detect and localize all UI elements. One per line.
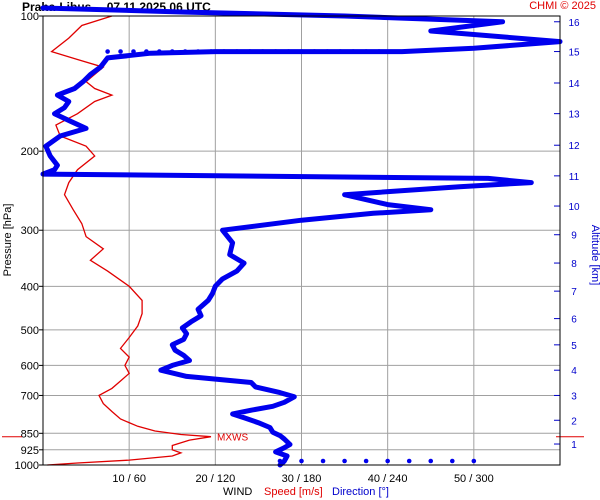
direction-point bbox=[273, 49, 278, 54]
direction-point bbox=[342, 458, 347, 464]
direction-point bbox=[363, 49, 369, 54]
direction-point bbox=[131, 49, 136, 54]
altitude-tick-label: 15 bbox=[568, 48, 580, 59]
copyright-label: CHMI © 2025 bbox=[529, 0, 596, 12]
pressure-tick-label: 100 bbox=[21, 11, 39, 23]
altitude-tick-label: 1 bbox=[571, 440, 577, 451]
direction-point bbox=[286, 49, 291, 54]
direction-point bbox=[144, 49, 149, 54]
altitude-tick-label: 5 bbox=[571, 341, 577, 352]
direction-point bbox=[234, 49, 240, 54]
direction-line bbox=[40, 5, 563, 468]
direction-point bbox=[471, 458, 477, 464]
direction-point bbox=[449, 458, 455, 464]
altitude-tick-label: 16 bbox=[568, 18, 580, 29]
x-axis-speed-title: Speed [m/s] bbox=[264, 486, 323, 498]
direction-point bbox=[376, 49, 382, 54]
altitude-tick-label: 8 bbox=[571, 259, 577, 270]
wind-tick-label: 20 / 120 bbox=[195, 473, 235, 485]
direction-point bbox=[428, 458, 434, 464]
altitude-tick-label: 10 bbox=[568, 202, 580, 213]
direction-point bbox=[406, 458, 412, 464]
direction-series bbox=[40, 5, 563, 468]
direction-point bbox=[299, 458, 304, 464]
pressure-tick-label: 600 bbox=[21, 360, 39, 372]
pressure-tick-label: 400 bbox=[21, 281, 39, 293]
pressure-tick-label: 850 bbox=[21, 428, 39, 440]
pressure-tick-label: 200 bbox=[21, 146, 39, 158]
direction-point bbox=[312, 49, 317, 54]
direction-point bbox=[260, 49, 266, 54]
direction-point bbox=[118, 49, 123, 54]
speed-line bbox=[47, 15, 212, 466]
direction-point bbox=[182, 49, 188, 54]
direction-point bbox=[105, 49, 110, 54]
direction-point bbox=[208, 49, 214, 54]
pressure-tick-label: 500 bbox=[21, 325, 39, 337]
pressure-tick-label: 1000 bbox=[15, 460, 39, 472]
altitude-tick-label: 11 bbox=[569, 172, 580, 183]
pressure-tick-label: 925 bbox=[21, 445, 39, 457]
wind-tick-label: 30 / 180 bbox=[282, 473, 322, 485]
altitude-tick-label: 7 bbox=[571, 287, 577, 298]
wind-tick-label: 40 / 240 bbox=[368, 473, 408, 485]
y2-axis-title: Altitude [km] bbox=[589, 225, 600, 286]
direction-point bbox=[363, 458, 369, 464]
altitude-tick-label: 2 bbox=[571, 416, 577, 427]
direction-point bbox=[277, 458, 283, 464]
wind-tick-label: 10 / 60 bbox=[112, 473, 146, 485]
grid bbox=[43, 16, 560, 465]
direction-point bbox=[385, 458, 390, 464]
direction-point bbox=[350, 49, 356, 54]
plot-frame bbox=[42, 15, 561, 466]
x-axis-direction-title: Direction [°] bbox=[332, 486, 389, 498]
y-axis-title: Pressure [hPa] bbox=[2, 204, 14, 277]
pressure-tick-label: 300 bbox=[21, 225, 39, 237]
direction-point bbox=[157, 49, 162, 54]
direction-point bbox=[337, 49, 343, 54]
altitude-tick-label: 9 bbox=[571, 231, 577, 242]
altitude-tick-label: 3 bbox=[571, 391, 577, 402]
altitude-tick-label: 6 bbox=[571, 315, 577, 326]
direction-point bbox=[325, 49, 330, 54]
speed-series bbox=[47, 15, 212, 466]
x-axis-title: WIND bbox=[223, 486, 252, 498]
mxws-annotation: MXWS bbox=[217, 433, 248, 444]
direction-point bbox=[299, 49, 304, 54]
direction-point bbox=[320, 458, 326, 464]
direction-point bbox=[221, 49, 227, 54]
pressure-tick-label: 700 bbox=[21, 390, 39, 402]
altitude-tick-label: 14 bbox=[568, 79, 580, 90]
altitude-tick-label: 4 bbox=[571, 366, 577, 377]
altitude-tick-label: 13 bbox=[568, 110, 580, 121]
altitude-tick-label: 12 bbox=[568, 141, 580, 152]
wind-tick-label: 50 / 300 bbox=[454, 473, 494, 485]
direction-point bbox=[169, 49, 175, 54]
direction-point bbox=[195, 49, 201, 54]
direction-point bbox=[247, 49, 253, 54]
